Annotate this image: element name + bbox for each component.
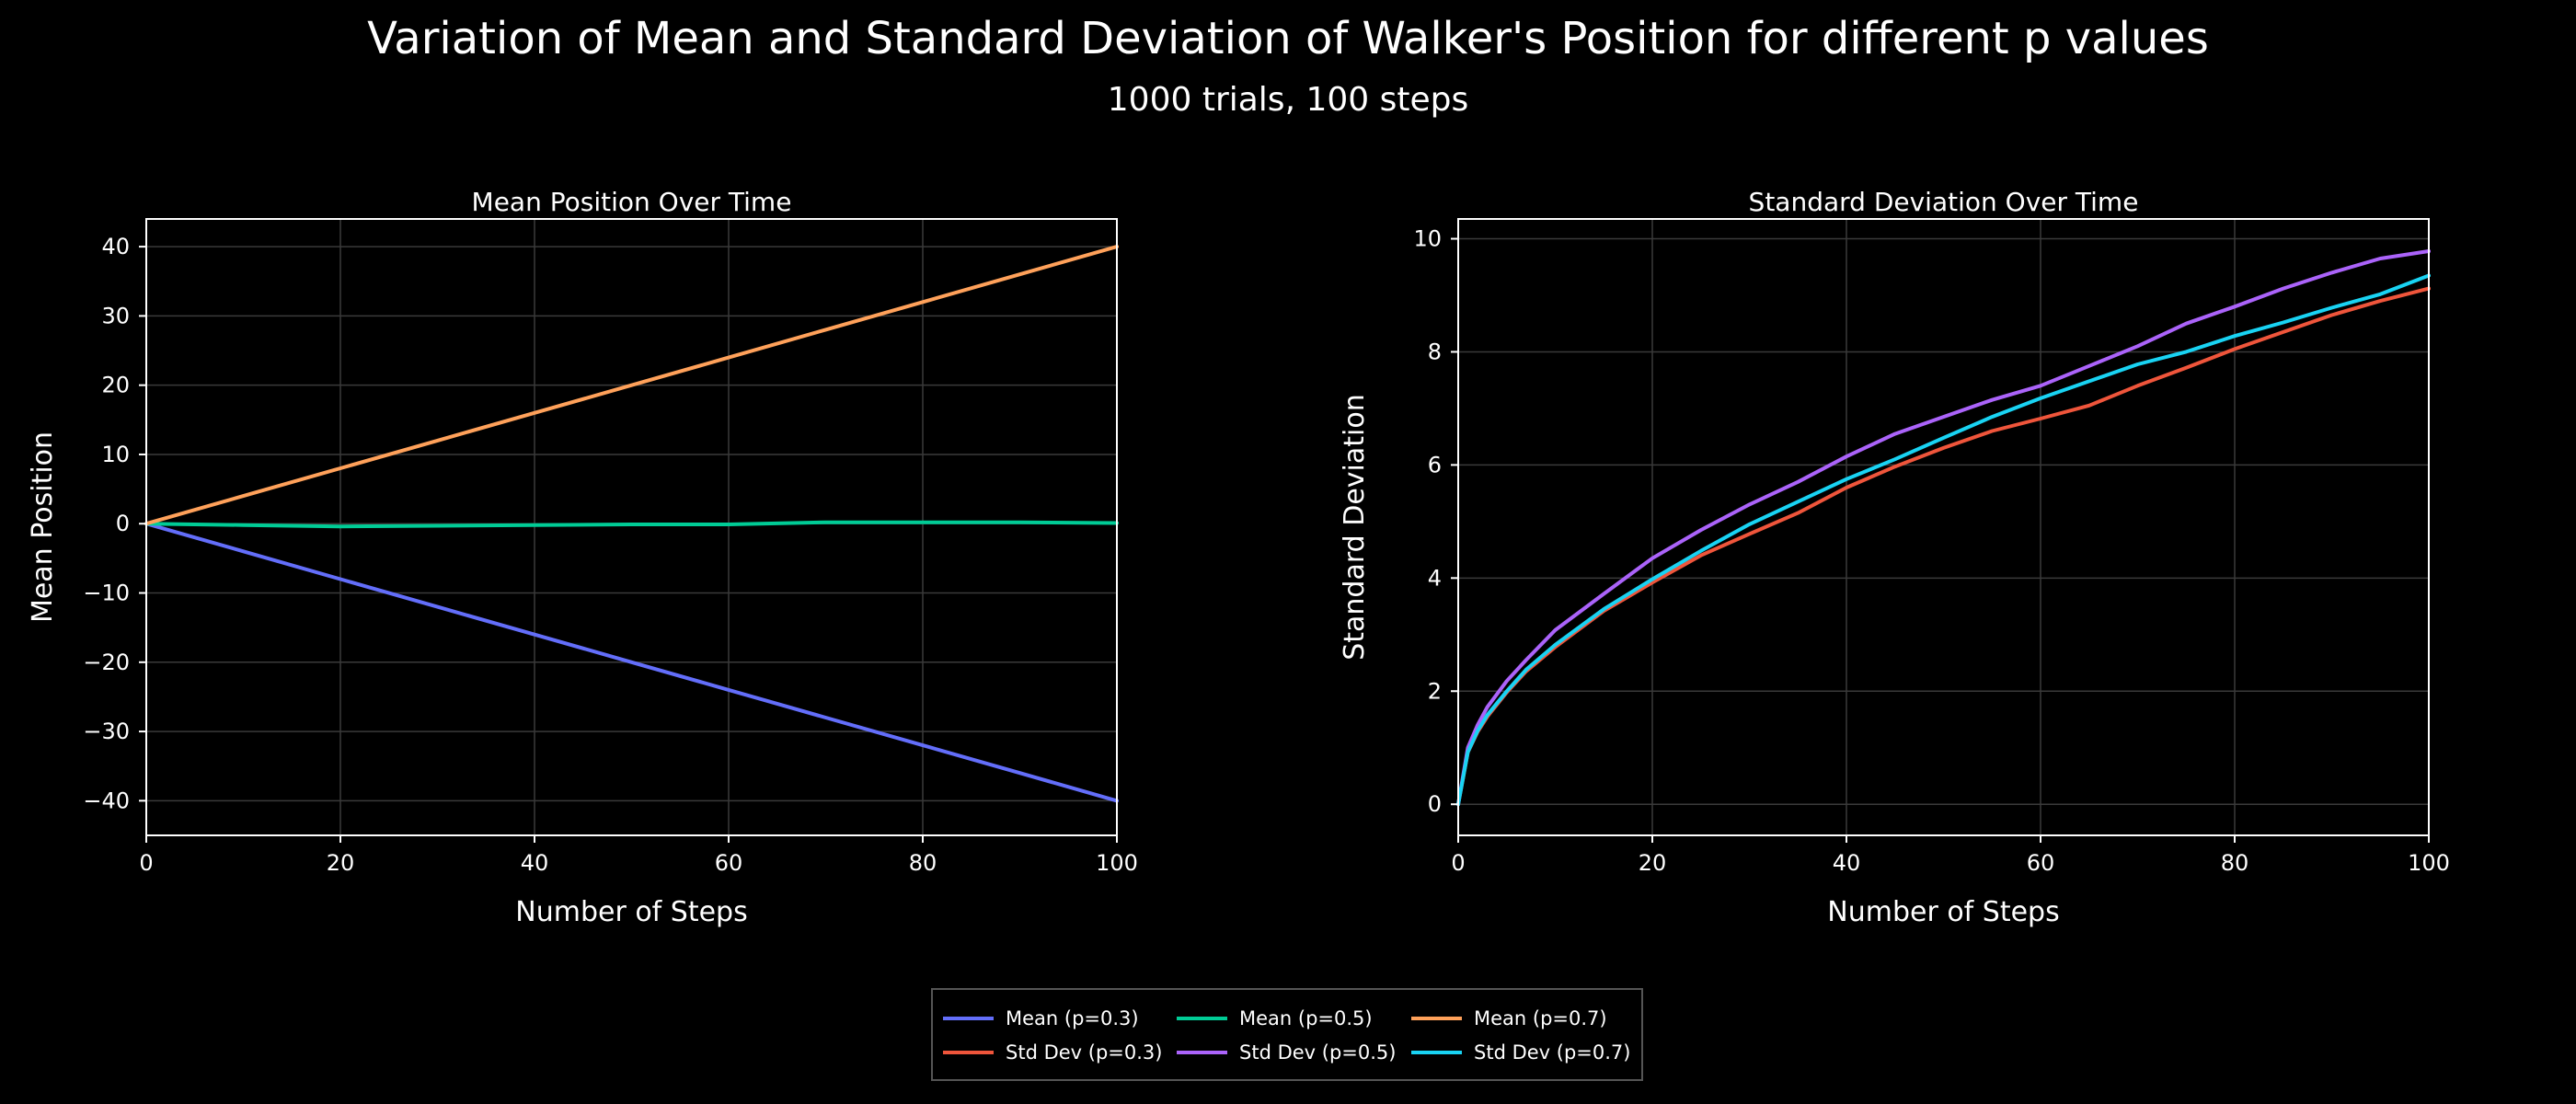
figure-subtitle: 1000 trials, 100 steps bbox=[1108, 81, 1468, 119]
legend-label: Mean (p=0.7) bbox=[1474, 1007, 1607, 1029]
legend-box bbox=[931, 988, 1643, 1081]
legend-item-mean-p-0-5[interactable]: Mean (p=0.5) bbox=[1177, 1007, 1373, 1029]
figure-title: Variation of Mean and Standard Deviation… bbox=[367, 13, 2209, 64]
legend-item-std-dev-p-0-5[interactable]: Std Dev (p=0.5) bbox=[1177, 1041, 1396, 1064]
chart-panel-1: 0 20 40 60 80 100 −40 −30 −20 −10 0 10 20 30 40 Mean Po… bbox=[27, 187, 1138, 928]
y-tick-label: 2 bbox=[1428, 678, 1442, 704]
panel-title: Standard Deviation Over Time bbox=[1749, 187, 2139, 217]
x-tick-label: 20 bbox=[327, 850, 355, 876]
y-tick-label: 4 bbox=[1428, 565, 1442, 591]
x-tick-label: 0 bbox=[139, 850, 153, 876]
plot-frame bbox=[145, 218, 1118, 836]
series-line-mean-p-0-7 bbox=[144, 245, 1119, 526]
y-tick-label: 30 bbox=[101, 303, 130, 328]
y-tick-label: 10 bbox=[1413, 226, 1442, 252]
plot-frame bbox=[1457, 218, 2430, 836]
y-tick-label: 10 bbox=[101, 442, 130, 467]
series-line-std-dev-p-0-5 bbox=[1456, 249, 2431, 807]
y-tick-label: 6 bbox=[1428, 452, 1442, 477]
x-axis-label: Number of Steps bbox=[1827, 896, 2059, 928]
x-tick-label: 0 bbox=[1451, 850, 1465, 876]
y-tick-label: 0 bbox=[116, 511, 130, 536]
x-tick-label: 40 bbox=[1833, 850, 1861, 876]
y-tick-label: 20 bbox=[101, 373, 130, 398]
y-axis-label: Standard Deviation bbox=[1339, 394, 1371, 661]
x-tick-label: 100 bbox=[2408, 850, 2450, 876]
legend-label: Mean (p=0.5) bbox=[1239, 1007, 1373, 1029]
chart-panel-2: 0 20 40 60 80 100 0 2 4 6 8 10 Standard Deviation Ov… bbox=[1339, 187, 2450, 928]
x-tick-label: 60 bbox=[715, 850, 743, 876]
x-tick-label: 100 bbox=[1096, 850, 1138, 876]
y-tick-label: 0 bbox=[1428, 791, 1442, 817]
legend-label: Std Dev (p=0.7) bbox=[1474, 1041, 1630, 1064]
series-line-mean-p-0-5 bbox=[144, 520, 1119, 529]
panel-title: Mean Position Over Time bbox=[472, 187, 792, 217]
y-tick-label: −20 bbox=[83, 650, 130, 675]
legend-label: Std Dev (p=0.3) bbox=[1006, 1041, 1162, 1064]
x-tick-label: 60 bbox=[2027, 850, 2055, 876]
x-tick-label: 80 bbox=[2221, 850, 2249, 876]
series-line-std-dev-p-0-7 bbox=[1456, 273, 2431, 807]
series-line-std-dev-p-0-3 bbox=[1456, 286, 2431, 807]
x-tick-label: 80 bbox=[909, 850, 937, 876]
y-tick-label: 40 bbox=[101, 234, 130, 259]
y-tick-label: −10 bbox=[83, 581, 130, 606]
x-tick-label: 40 bbox=[521, 850, 549, 876]
y-axis-label: Mean Position bbox=[27, 431, 59, 623]
y-tick-label: −40 bbox=[83, 788, 130, 813]
y-tick-label: −30 bbox=[83, 719, 130, 744]
legend-item-mean-p-0-7[interactable]: Mean (p=0.7) bbox=[1411, 1007, 1607, 1029]
legend-item-std-dev-p-0-3[interactable]: Std Dev (p=0.3) bbox=[943, 1041, 1162, 1064]
legend-label: Mean (p=0.3) bbox=[1006, 1007, 1139, 1029]
x-axis-label: Number of Steps bbox=[515, 896, 747, 928]
legend: Mean (p=0.3) Mean (p=0.5) Mean (p=0.7) Std … bbox=[931, 988, 1643, 1081]
legend-item-std-dev-p-0-7[interactable]: Std Dev (p=0.7) bbox=[1411, 1041, 1630, 1064]
legend-label: Std Dev (p=0.5) bbox=[1239, 1041, 1396, 1064]
legend-item-mean-p-0-3[interactable]: Mean (p=0.3) bbox=[943, 1007, 1139, 1029]
series-line-mean-p-0-3 bbox=[144, 522, 1119, 803]
y-tick-label: 8 bbox=[1428, 339, 1442, 364]
x-tick-label: 20 bbox=[1639, 850, 1667, 876]
